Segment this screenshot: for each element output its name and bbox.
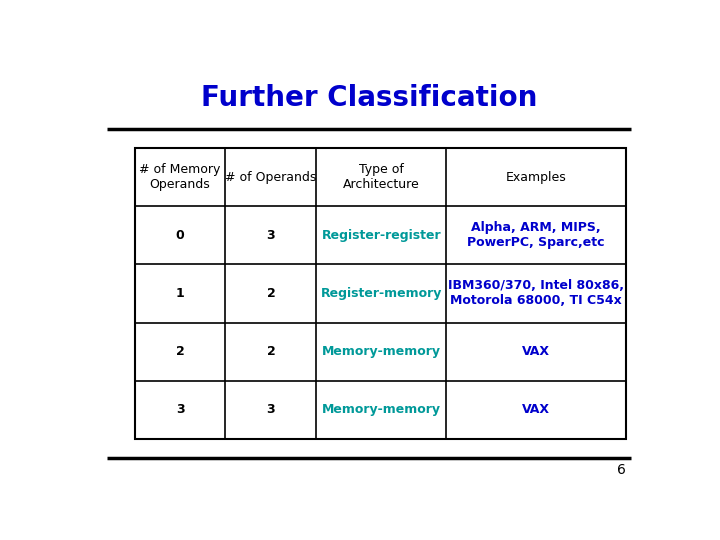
Text: VAX: VAX xyxy=(522,345,550,358)
Text: 6: 6 xyxy=(617,463,626,477)
Text: 3: 3 xyxy=(266,403,275,416)
Text: Type of
Architecture: Type of Architecture xyxy=(343,163,420,191)
Text: IBM360/370, Intel 80x86,
Motorola 68000, TI C54x: IBM360/370, Intel 80x86, Motorola 68000,… xyxy=(448,280,624,307)
Text: 2: 2 xyxy=(176,345,184,358)
Text: # of Operands: # of Operands xyxy=(225,171,317,184)
Bar xyxy=(135,148,626,439)
Text: 3: 3 xyxy=(266,229,275,242)
Text: Register-register: Register-register xyxy=(322,229,441,242)
Text: VAX: VAX xyxy=(522,403,550,416)
Text: 0: 0 xyxy=(176,229,184,242)
Text: Memory-memory: Memory-memory xyxy=(322,345,441,358)
Text: 3: 3 xyxy=(176,403,184,416)
Text: Alpha, ARM, MIPS,
PowerPC, Sparc,etc: Alpha, ARM, MIPS, PowerPC, Sparc,etc xyxy=(467,221,605,249)
Text: 2: 2 xyxy=(266,287,275,300)
Text: Examples: Examples xyxy=(505,171,567,184)
Text: Register-memory: Register-memory xyxy=(320,287,442,300)
Text: 2: 2 xyxy=(266,345,275,358)
Text: Further Classification: Further Classification xyxy=(201,84,537,112)
Text: # of Memory
Operands: # of Memory Operands xyxy=(140,163,221,191)
Text: Memory-memory: Memory-memory xyxy=(322,403,441,416)
Text: 1: 1 xyxy=(176,287,184,300)
